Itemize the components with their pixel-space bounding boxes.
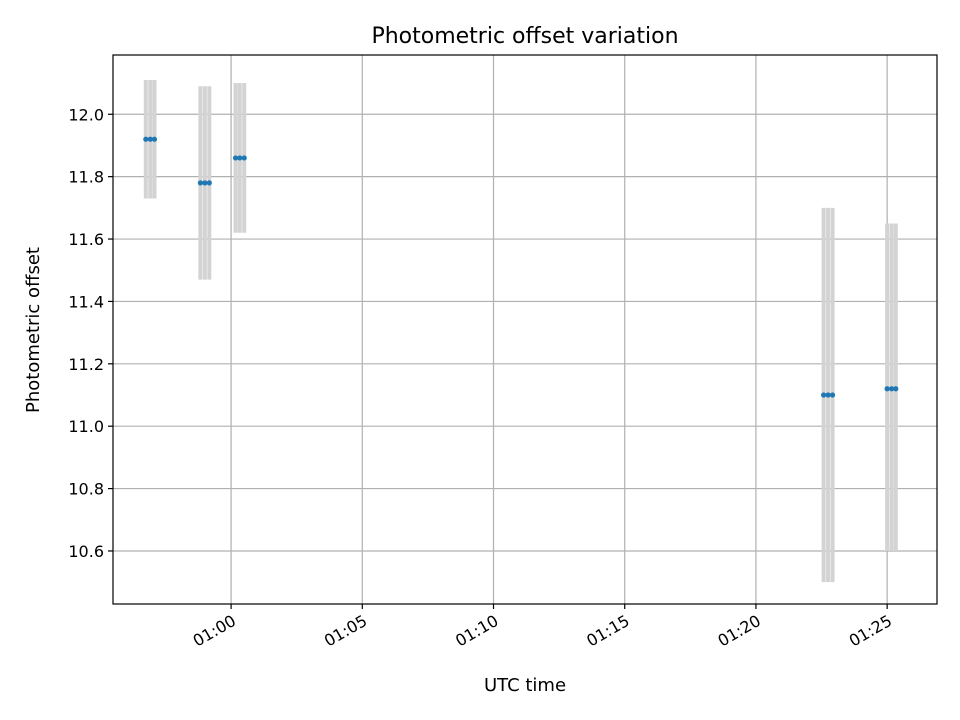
data-point <box>829 392 836 398</box>
plot-frame <box>112 54 938 605</box>
y-tick-label: 12.0 <box>68 105 104 124</box>
y-tick-label: 11.6 <box>68 230 104 249</box>
y-tick-label: 11.4 <box>68 292 104 311</box>
data-point <box>151 136 158 142</box>
y-tick-label: 11.2 <box>68 355 104 374</box>
y-tick-label: 10.6 <box>68 542 104 561</box>
data-point <box>241 155 247 161</box>
y-tick-label: 10.8 <box>68 480 104 499</box>
chart-title: Photometric offset variation <box>371 24 678 49</box>
data-point <box>143 136 149 142</box>
data-point <box>884 386 890 392</box>
y-tick-label: 11.8 <box>68 168 104 187</box>
data-point <box>206 180 212 186</box>
data-point <box>232 155 239 161</box>
grid <box>113 55 937 604</box>
data-point <box>821 392 827 398</box>
data-point <box>889 386 895 392</box>
data-point <box>825 392 831 398</box>
y-axis: 10.6 10.8 11.0 11.2 11.4 11.6 11.8 12.0 <box>68 105 113 561</box>
data-points <box>143 136 899 398</box>
data-point <box>893 386 899 392</box>
data-point <box>237 155 243 161</box>
data-point <box>202 180 208 186</box>
data-point <box>147 136 153 142</box>
y-axis-label: Photometric offset <box>23 247 44 413</box>
data-point <box>197 180 203 186</box>
y-tick-label: 11.0 <box>68 417 104 436</box>
x-axis-label: UTC time <box>484 675 566 696</box>
